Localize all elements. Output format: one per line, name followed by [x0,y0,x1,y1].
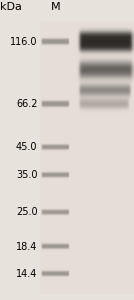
Text: kDa: kDa [0,2,22,12]
Text: 25.0: 25.0 [16,207,38,218]
Text: 45.0: 45.0 [16,142,38,152]
Text: 14.4: 14.4 [16,269,38,279]
Text: 35.0: 35.0 [16,170,38,180]
Text: M: M [51,2,60,12]
Text: 116.0: 116.0 [10,37,38,47]
Text: 66.2: 66.2 [16,99,38,109]
Text: 18.4: 18.4 [16,242,38,251]
